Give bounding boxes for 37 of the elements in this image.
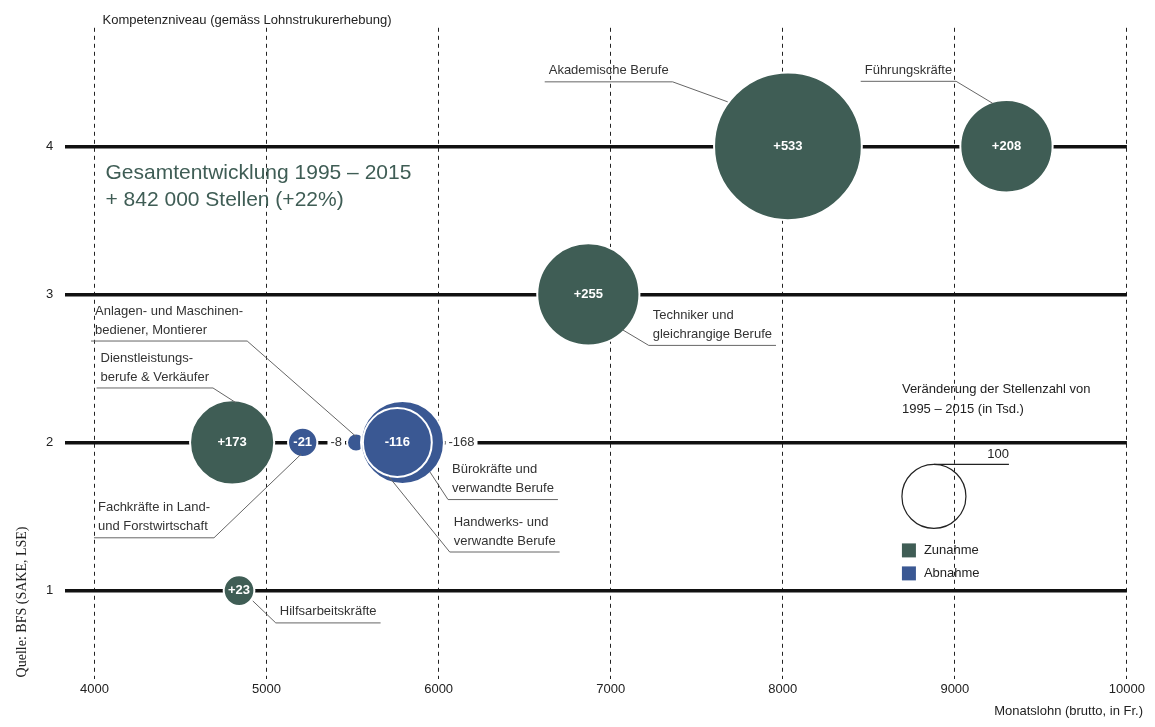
source-note: Quelle: BFS (SAKE, LSE) <box>13 526 30 678</box>
y-tick-label: 3 <box>46 285 54 301</box>
annotation: +23 <box>227 582 251 598</box>
y-tick-label: 1 <box>46 582 54 598</box>
legend-label: 100 <box>987 445 1009 461</box>
annotation: Bürokräfte und verwandte Berufe <box>452 461 554 496</box>
annotation: Gesamtentwicklung 1995 – 2015 + 842 000 Stellen (+22%) <box>105 159 412 210</box>
y-axis-title: Kompetenzniveau (gemäss Lohnstrukurerhebung) <box>102 11 392 27</box>
legend-title: Veränderung der Stellenzahl von 1995 – 2015 (in Tsd.) <box>901 380 1091 416</box>
annotation: +208 <box>991 137 1022 153</box>
annotation: Handwerks- und verwandte Berufe <box>453 513 556 548</box>
annotation: Techniker und gleichrangige Berufe <box>652 306 772 341</box>
annotation: Hilfsarbeitskräfte <box>279 603 377 619</box>
annotation: -168 <box>448 434 475 450</box>
x-tick-label: 5000 <box>252 680 282 696</box>
x-axis-title: Monatslohn (brutto, in Fr.) <box>994 702 1143 718</box>
annotation: Führungskräfte <box>864 61 953 77</box>
y-tick-label: 4 <box>46 137 54 153</box>
annotation: Dienstleistungs- berufe & Verkäufer <box>100 349 210 384</box>
annotation: -116 <box>384 434 410 450</box>
legend-label: Abnahme <box>923 564 980 580</box>
x-tick-label: 8000 <box>768 680 798 696</box>
x-tick-label: 10000 <box>1108 680 1145 696</box>
annotation: Akademische Berufe <box>548 62 669 78</box>
x-tick-label: 4000 <box>80 680 109 696</box>
annotation: +533 <box>773 137 803 153</box>
x-tick-label: 6000 <box>424 680 454 696</box>
annotation: -21 <box>293 434 313 450</box>
x-tick-label: 7000 <box>596 680 626 696</box>
annotation: +173 <box>217 434 247 450</box>
annotation: -8 <box>330 434 343 450</box>
x-tick-label: 9000 <box>940 680 970 696</box>
annotation: Fachkräfte in Land- und Forstwirtschaft <box>97 499 210 534</box>
annotation: Anlagen- und Maschinen- bediener, Montierer <box>95 302 244 337</box>
legend-label: Zunahme <box>923 541 979 557</box>
y-tick-label: 2 <box>46 434 54 450</box>
annotation: +255 <box>573 285 603 301</box>
